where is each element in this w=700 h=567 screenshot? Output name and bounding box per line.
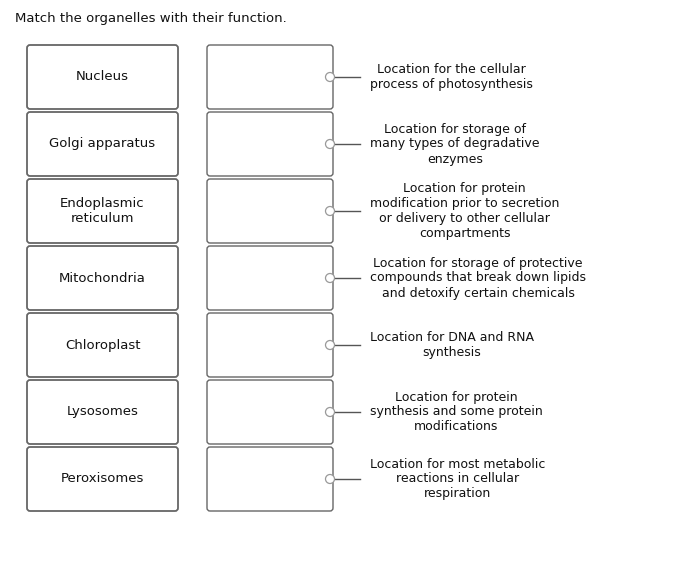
Circle shape — [326, 475, 335, 484]
Text: Location for DNA and RNA
synthesis: Location for DNA and RNA synthesis — [370, 331, 534, 359]
Text: Location for the cellular
process of photosynthesis: Location for the cellular process of pho… — [370, 63, 533, 91]
FancyBboxPatch shape — [207, 112, 333, 176]
Text: Nucleus: Nucleus — [76, 70, 129, 83]
Circle shape — [326, 341, 335, 349]
Text: Endoplasmic
reticulum: Endoplasmic reticulum — [60, 197, 145, 225]
Text: Location for protein
synthesis and some protein
modifications: Location for protein synthesis and some … — [370, 391, 542, 434]
Text: Peroxisomes: Peroxisomes — [61, 472, 144, 485]
Text: Location for storage of
many types of degradative
enzymes: Location for storage of many types of de… — [370, 122, 540, 166]
Text: Chloroplast: Chloroplast — [64, 338, 140, 352]
FancyBboxPatch shape — [27, 380, 178, 444]
FancyBboxPatch shape — [207, 45, 333, 109]
FancyBboxPatch shape — [207, 179, 333, 243]
FancyBboxPatch shape — [27, 447, 178, 511]
FancyBboxPatch shape — [27, 112, 178, 176]
FancyBboxPatch shape — [207, 447, 333, 511]
FancyBboxPatch shape — [27, 45, 178, 109]
Circle shape — [326, 408, 335, 417]
FancyBboxPatch shape — [27, 179, 178, 243]
Text: Mitochondria: Mitochondria — [59, 272, 146, 285]
Circle shape — [326, 139, 335, 149]
Circle shape — [326, 273, 335, 282]
Text: Lysosomes: Lysosomes — [66, 405, 139, 418]
FancyBboxPatch shape — [27, 313, 178, 377]
Text: Match the organelles with their function.: Match the organelles with their function… — [15, 12, 287, 25]
FancyBboxPatch shape — [207, 313, 333, 377]
FancyBboxPatch shape — [207, 380, 333, 444]
Circle shape — [326, 73, 335, 82]
Circle shape — [326, 206, 335, 215]
Text: Location for protein
modification prior to secretion
or delivery to other cellul: Location for protein modification prior … — [370, 182, 559, 240]
FancyBboxPatch shape — [27, 246, 178, 310]
FancyBboxPatch shape — [207, 246, 333, 310]
Text: Location for most metabolic
reactions in cellular
respiration: Location for most metabolic reactions in… — [370, 458, 545, 501]
Text: Golgi apparatus: Golgi apparatus — [50, 138, 155, 150]
Text: Location for storage of protective
compounds that break down lipids
and detoxify: Location for storage of protective compo… — [370, 256, 586, 299]
